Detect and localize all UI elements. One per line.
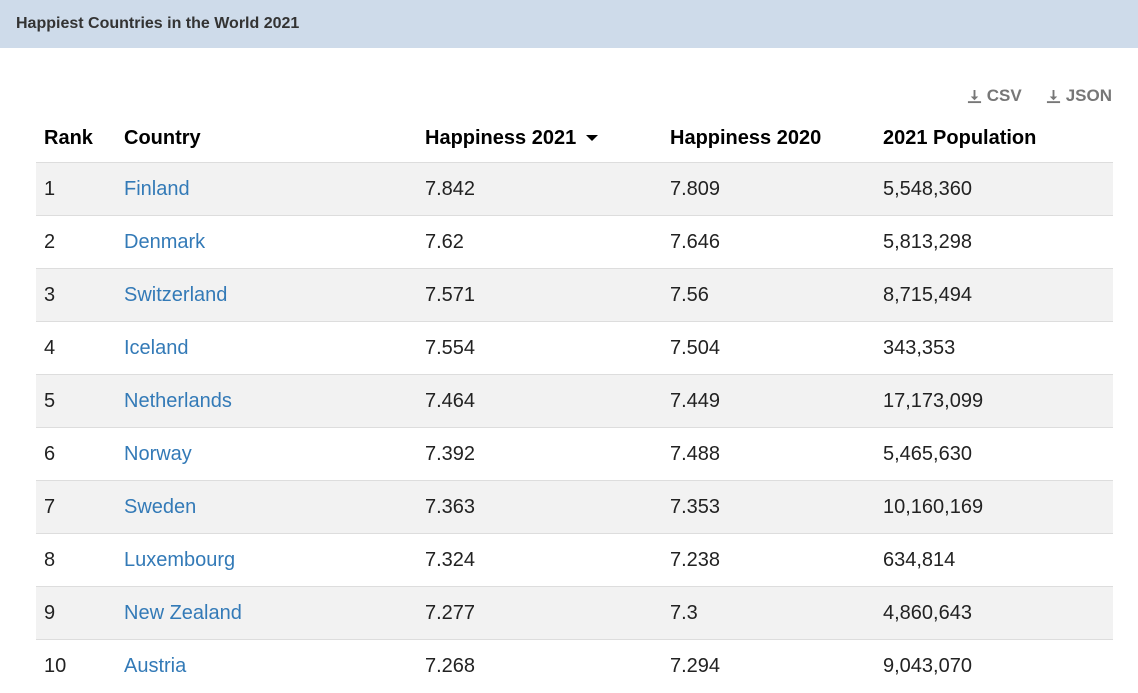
- happiness-2021-cell: 7.464: [417, 374, 662, 428]
- column-label: Happiness 2020: [670, 126, 822, 149]
- download-links: CSV JSON: [967, 86, 1112, 106]
- happiness-2020-cell: 7.353: [662, 480, 875, 534]
- rank-cell: 4: [36, 321, 116, 375]
- happiness-2021-cell: 7.62: [417, 215, 662, 269]
- happiness-2020-cell: 7.809: [662, 162, 875, 216]
- happiness-2021-cell: 7.571: [417, 268, 662, 322]
- table-row: 5 Netherlands 7.464 7.449 17,173,099: [36, 374, 1113, 428]
- rank-cell: 2: [36, 215, 116, 269]
- country-link[interactable]: Netherlands: [124, 389, 232, 412]
- column-header-happiness-2020[interactable]: Happiness 2020: [662, 114, 875, 163]
- country-cell: Finland: [116, 162, 417, 216]
- rank-cell: 3: [36, 268, 116, 322]
- country-link[interactable]: Denmark: [124, 230, 206, 253]
- happiness-2020-cell: 7.56: [662, 268, 875, 322]
- country-cell: Netherlands: [116, 374, 417, 428]
- country-link[interactable]: New Zealand: [124, 601, 242, 624]
- column-label: Country: [124, 126, 201, 149]
- download-icon: [1046, 89, 1060, 103]
- country-cell: Norway: [116, 427, 417, 481]
- table-row: 6 Norway 7.392 7.488 5,465,630: [36, 427, 1113, 481]
- country-cell: Iceland: [116, 321, 417, 375]
- happiness-2020-cell: 7.504: [662, 321, 875, 375]
- download-json-label: JSON: [1065, 86, 1112, 105]
- population-cell: 4,860,643: [875, 586, 1113, 640]
- table-row: 2 Denmark 7.62 7.646 5,813,298: [36, 215, 1113, 269]
- table-row: 4 Iceland 7.554 7.504 343,353: [36, 321, 1113, 375]
- happiness-2020-cell: 7.449: [662, 374, 875, 428]
- population-cell: 17,173,099: [875, 374, 1113, 428]
- country-cell: Denmark: [116, 215, 417, 269]
- population-cell: 9,043,070: [875, 639, 1113, 692]
- happiness-2020-cell: 7.646: [662, 215, 875, 269]
- rank-cell: 5: [36, 374, 116, 428]
- download-csv-label: CSV: [986, 86, 1022, 105]
- column-label: Happiness 2021: [425, 126, 577, 149]
- download-csv-button[interactable]: CSV: [967, 86, 1022, 106]
- table-row: 1 Finland 7.842 7.809 5,548,360: [36, 162, 1113, 216]
- happiness-2021-cell: 7.268: [417, 639, 662, 692]
- download-json-button[interactable]: JSON: [1046, 86, 1112, 106]
- country-link[interactable]: Norway: [124, 442, 192, 465]
- happiness-2020-cell: 7.238: [662, 533, 875, 587]
- rank-cell: 1: [36, 162, 116, 216]
- happiness-2021-cell: 7.363: [417, 480, 662, 534]
- happiness-2021-cell: 7.554: [417, 321, 662, 375]
- table-row: 8 Luxembourg 7.324 7.238 634,814: [36, 533, 1113, 587]
- table-row: 7 Sweden 7.363 7.353 10,160,169: [36, 480, 1113, 534]
- population-cell: 343,353: [875, 321, 1113, 375]
- country-cell: Switzerland: [116, 268, 417, 322]
- happiness-2020-cell: 7.3: [662, 586, 875, 640]
- rank-cell: 8: [36, 533, 116, 587]
- happiness-2021-cell: 7.277: [417, 586, 662, 640]
- title-bar: Happiest Countries in the World 2021: [0, 0, 1138, 48]
- country-cell: Luxembourg: [116, 533, 417, 587]
- population-cell: 8,715,494: [875, 268, 1113, 322]
- column-header-rank[interactable]: Rank: [36, 114, 116, 163]
- rank-cell: 6: [36, 427, 116, 481]
- table-header-row: Rank Country Happiness 2021 Happiness 20…: [36, 114, 1113, 163]
- population-cell: 10,160,169: [875, 480, 1113, 534]
- rank-cell: 7: [36, 480, 116, 534]
- country-link[interactable]: Switzerland: [124, 283, 228, 306]
- column-header-population[interactable]: 2021 Population: [875, 114, 1113, 163]
- happiness-2020-cell: 7.294: [662, 639, 875, 692]
- country-link[interactable]: Sweden: [124, 495, 197, 518]
- download-icon: [967, 89, 981, 103]
- country-link[interactable]: Austria: [124, 654, 187, 677]
- country-cell: Sweden: [116, 480, 417, 534]
- country-cell: Austria: [116, 639, 417, 692]
- happiness-2021-cell: 7.324: [417, 533, 662, 587]
- column-label: 2021 Population: [883, 126, 1037, 149]
- rank-cell: 9: [36, 586, 116, 640]
- happiness-2021-cell: 7.842: [417, 162, 662, 216]
- table-row: 3 Switzerland 7.571 7.56 8,715,494: [36, 268, 1113, 322]
- country-link[interactable]: Iceland: [124, 336, 189, 359]
- happiness-2020-cell: 7.488: [662, 427, 875, 481]
- country-link[interactable]: Luxembourg: [124, 548, 236, 571]
- population-cell: 634,814: [875, 533, 1113, 587]
- happiness-2021-cell: 7.392: [417, 427, 662, 481]
- country-link[interactable]: Finland: [124, 177, 190, 200]
- column-label: Rank: [44, 126, 93, 149]
- country-cell: New Zealand: [116, 586, 417, 640]
- column-header-happiness-2021[interactable]: Happiness 2021: [417, 114, 662, 163]
- population-cell: 5,548,360: [875, 162, 1113, 216]
- happiness-table: Rank Country Happiness 2021 Happiness 20…: [36, 114, 1113, 692]
- rank-cell: 10: [36, 639, 116, 692]
- table-row: 10 Austria 7.268 7.294 9,043,070: [36, 639, 1113, 692]
- page-title: Happiest Countries in the World 2021: [16, 15, 300, 32]
- sort-desc-icon: [586, 135, 599, 142]
- table-row: 9 New Zealand 7.277 7.3 4,860,643: [36, 586, 1113, 640]
- population-cell: 5,813,298: [875, 215, 1113, 269]
- population-cell: 5,465,630: [875, 427, 1113, 481]
- column-header-country[interactable]: Country: [116, 114, 417, 163]
